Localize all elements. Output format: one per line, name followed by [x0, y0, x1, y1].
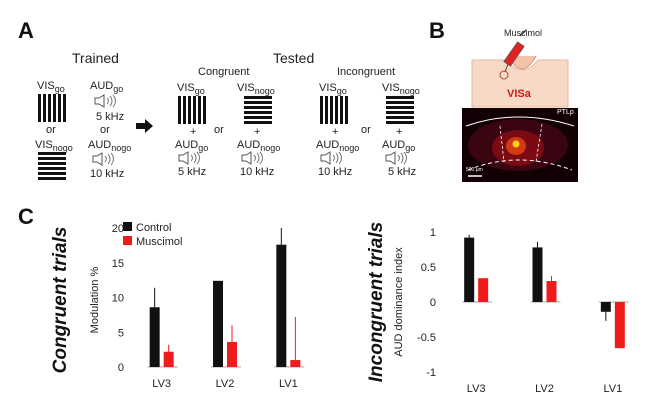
bar-control-lv1 — [276, 244, 287, 367]
congruent-vis-nogo-label: VISnogo — [237, 82, 275, 97]
or-text: or — [46, 124, 56, 136]
speaker-icon — [178, 151, 200, 165]
incongruent-freq-2: 5 kHz — [388, 166, 417, 178]
plus-text: + — [190, 126, 197, 138]
y-tick-label: 0.5 — [421, 262, 436, 274]
congruent-title: Congruent — [198, 66, 250, 78]
panel-letter-b: B — [429, 18, 445, 43]
incongruent-aud-nogo-label: AUDnogo — [316, 139, 360, 154]
speaker-icon — [241, 151, 263, 165]
y-axis-label: Modulation % — [89, 266, 101, 333]
x-tick-label: LV3 — [152, 378, 171, 390]
congruent-bar-chart: Congruent trials Modulation % 0 5 10 15 20 LV3 L… — [50, 222, 305, 390]
congruent-vis-go-label: VISgo — [177, 82, 205, 97]
horizontal-grating-icon — [244, 96, 272, 124]
vertical-grating-icon — [38, 94, 66, 122]
plus-text: + — [254, 126, 261, 138]
plus-text: + — [332, 126, 339, 138]
bar-control-lv3 — [464, 237, 475, 302]
incongruent-title: Incongruent — [337, 66, 396, 78]
speaker-icon — [94, 94, 116, 108]
bar-muscimol-lv2 — [227, 341, 237, 367]
y-tick-label: 20 — [112, 223, 124, 235]
bar-muscimol-lv3 — [478, 278, 489, 302]
y-tick-label: 0 — [430, 297, 436, 309]
panel-letter-a: A — [18, 18, 34, 43]
trained-aud-nogo-label: AUDnogo — [88, 139, 132, 154]
speaker-icon — [385, 151, 407, 165]
x-tick-label: LV1 — [279, 378, 298, 390]
bar-control-lv2 — [532, 247, 543, 302]
vertical-grating-icon — [320, 96, 348, 124]
bar-muscimol-lv2 — [546, 281, 557, 302]
x-tick-label: LV1 — [603, 383, 622, 395]
y-tick-label: 10 — [112, 293, 124, 305]
incongruent-vis-go-label: VISgo — [319, 82, 347, 97]
bar-muscimol-lv3 — [163, 351, 174, 367]
bar-control-lv2 — [213, 280, 223, 367]
trained-aud-go-label: AUDgo — [90, 80, 124, 95]
y-tick-label: 15 — [112, 258, 124, 270]
y-tick-label: 5 — [118, 327, 124, 339]
incongruent-vis-nogo-label: VISnogo — [382, 82, 420, 97]
congruent-freq-2: 10 kHz — [240, 166, 275, 178]
congruent-aud-go-label: AUDgo — [175, 139, 209, 154]
y-axis-label: AUD dominance index — [393, 247, 405, 357]
horizontal-grating-icon — [38, 152, 66, 180]
legend-label-control: Control — [136, 222, 171, 234]
y-axis-title: Incongruent trials — [366, 222, 387, 382]
brain-injection-illustration — [462, 29, 578, 182]
congruent-aud-nogo-label: AUDnogo — [237, 139, 281, 154]
y-tick-label: -1 — [426, 367, 436, 379]
trained-vis-go-label: VISgo — [37, 80, 65, 95]
trained-aud-nogo-freq: 10 kHz — [90, 168, 125, 180]
y-tick-label: 1 — [430, 227, 436, 239]
plus-text: + — [396, 126, 403, 138]
trained-aud-go-freq: 5 kHz — [96, 111, 125, 123]
legend-swatch-muscimol — [123, 236, 132, 245]
incongruent-bar-chart: Incongruent trials AUD dominance index 1 0.… — [366, 222, 629, 395]
legend-swatch-control — [123, 222, 132, 231]
y-tick-label: 0 — [118, 362, 124, 374]
trained-title: Trained — [72, 50, 119, 66]
right-arrow-icon — [136, 119, 153, 133]
x-tick-label: LV3 — [467, 383, 486, 395]
y-tick-label: -0.5 — [417, 332, 436, 344]
congruent-freq-1: 5 kHz — [178, 166, 207, 178]
bar-control-lv1 — [600, 302, 611, 312]
bar-control-lv3 — [149, 307, 160, 367]
bar-muscimol-lv1 — [614, 302, 625, 349]
horizontal-grating-icon — [386, 96, 414, 124]
or-text: or — [214, 124, 224, 136]
incongruent-freq-1: 10 kHz — [318, 166, 353, 178]
syringe-icon — [499, 29, 527, 80]
scale-bar-label: 500 µm — [466, 167, 483, 173]
visa-label: VISa — [507, 88, 531, 100]
muscimol-label: Muscimol — [504, 28, 543, 38]
or-text: or — [100, 124, 110, 136]
panel-letter-c: C — [18, 204, 34, 229]
legend-label-muscimol: Muscimol — [136, 236, 182, 248]
incongruent-aud-go-label: AUDgo — [382, 139, 416, 154]
vertical-grating-icon — [178, 96, 206, 124]
x-tick-label: LV2 — [535, 383, 554, 395]
tested-title: Tested — [273, 50, 315, 66]
speaker-icon — [320, 151, 342, 165]
or-text: or — [361, 124, 371, 136]
ptlp-label: PTLp — [557, 109, 574, 116]
x-tick-label: LV2 — [216, 378, 235, 390]
y-axis-title: Congruent trials — [50, 227, 71, 374]
trained-vis-nogo-label: VISnogo — [35, 139, 73, 154]
speaker-icon — [92, 152, 114, 166]
bar-muscimol-lv1 — [290, 360, 301, 367]
